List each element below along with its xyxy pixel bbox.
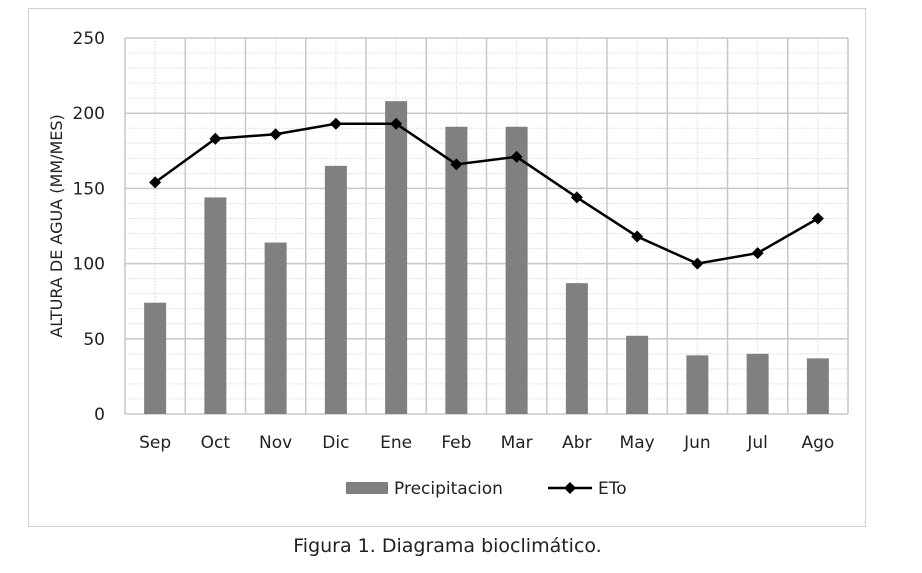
eto-line bbox=[154, 122, 819, 265]
y-tick-label: 50 bbox=[83, 330, 105, 350]
precipitation-bar bbox=[264, 242, 287, 414]
y-tick-label: 150 bbox=[73, 179, 105, 199]
x-tick-label: Nov bbox=[259, 433, 292, 453]
precipitation-bar bbox=[686, 355, 709, 414]
precipitation-bar bbox=[324, 165, 347, 414]
eto-marker bbox=[570, 191, 583, 204]
y-tick-label: 0 bbox=[94, 405, 105, 425]
eto-marker bbox=[450, 158, 463, 171]
eto-marker bbox=[751, 247, 764, 260]
y-tick-label: 250 bbox=[73, 29, 105, 49]
legend-precipitation-swatch bbox=[346, 482, 388, 494]
precipitation-bar bbox=[565, 283, 588, 414]
x-tick-label: Sep bbox=[139, 433, 171, 453]
x-tick-label: May bbox=[620, 433, 655, 453]
x-tick-label: Ene bbox=[380, 433, 412, 453]
y-tick-label: 100 bbox=[73, 255, 105, 275]
precipitation-bar bbox=[505, 126, 528, 415]
x-tick-label: Jul bbox=[746, 433, 768, 453]
x-tick-label: Feb bbox=[441, 433, 471, 453]
x-tick-label: Ago bbox=[801, 433, 834, 453]
eto-marker bbox=[209, 132, 222, 145]
eto-marker bbox=[390, 117, 403, 130]
eto-marker bbox=[691, 257, 704, 270]
legend-eto-marker bbox=[564, 482, 576, 494]
eto-marker bbox=[149, 176, 162, 189]
precipitation-bar bbox=[626, 335, 649, 414]
legend-eto-label: ETo bbox=[598, 479, 627, 499]
x-tick-label: Jun bbox=[683, 433, 711, 453]
eto-marker bbox=[269, 128, 282, 141]
precipitation-bar bbox=[144, 302, 167, 414]
x-tick-label: Dic bbox=[322, 433, 349, 453]
precipitation-bar bbox=[204, 197, 227, 414]
eto-marker bbox=[510, 150, 523, 163]
figure-caption: Figura 1. Diagrama bioclimático. bbox=[293, 535, 602, 557]
precipitation-bar bbox=[445, 126, 468, 415]
precipitation-bar bbox=[746, 353, 769, 414]
eto-marker bbox=[631, 230, 644, 243]
precipitation-bar bbox=[385, 101, 408, 414]
eto-marker bbox=[811, 212, 824, 225]
x-tick-label: Mar bbox=[501, 433, 533, 453]
eto-marker bbox=[329, 117, 342, 130]
x-tick-label: Oct bbox=[201, 433, 231, 453]
precipitation-bar bbox=[806, 358, 829, 414]
legend-precipitation-label: Precipitacion bbox=[394, 479, 503, 499]
y-tick-label: 200 bbox=[73, 104, 105, 124]
x-tick-label: Abr bbox=[562, 433, 591, 453]
chart-frame bbox=[28, 8, 866, 527]
y-axis-label: ALTURA DE AGUA (MM/MES) bbox=[47, 114, 66, 338]
